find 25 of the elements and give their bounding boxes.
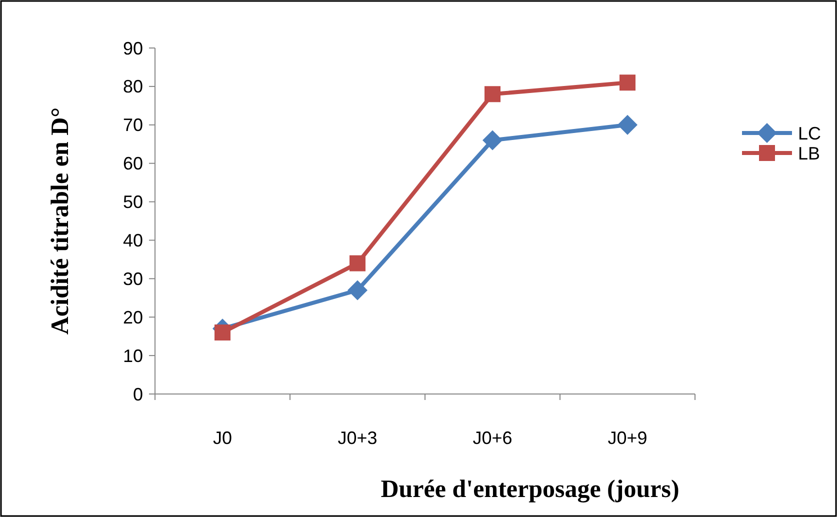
y-tick-label: 40 <box>122 230 143 251</box>
y-axis-title: Acidité titrable en D° <box>47 107 74 335</box>
y-tick-label: 80 <box>122 76 143 97</box>
x-axis-title: Durée d'enterposage (jours) <box>380 476 680 503</box>
x-tick-label: J0 <box>212 428 232 448</box>
y-tick-label: 30 <box>122 268 143 289</box>
y-tick-label: 10 <box>122 346 143 366</box>
point <box>620 74 636 91</box>
point <box>350 255 366 272</box>
y-tick-label: 60 <box>122 154 143 174</box>
point <box>348 280 368 300</box>
point <box>484 86 500 102</box>
point <box>618 114 638 135</box>
y-tick-label: 70 <box>122 115 143 136</box>
point <box>482 130 502 150</box>
legend-label: LB <box>798 143 820 164</box>
y-tick-label: 50 <box>122 192 143 212</box>
point <box>214 324 230 340</box>
y-tick-label: 0 <box>132 384 143 404</box>
x-tick-label: J0+6 <box>472 428 512 448</box>
y-tick-label: 20 <box>122 307 143 328</box>
x-tick-label: J0+3 <box>338 428 378 448</box>
y-tick-label: 90 <box>122 38 143 58</box>
x-tick-label: J0+9 <box>608 428 648 448</box>
legend-label: LC <box>798 123 822 144</box>
